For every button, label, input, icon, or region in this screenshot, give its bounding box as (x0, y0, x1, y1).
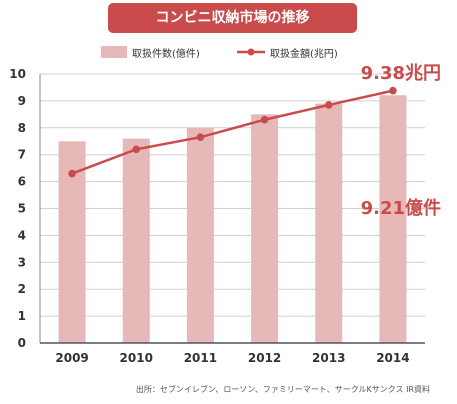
legend-bar-label: 取扱件数(億件) (132, 47, 200, 60)
bar (315, 103, 343, 343)
legend-line-marker (247, 48, 255, 56)
bar (122, 138, 150, 343)
y-tick-label: 0 (18, 336, 26, 350)
line-point (196, 133, 205, 142)
x-tick-label: 2009 (55, 351, 88, 365)
y-tick-label: 2 (18, 282, 26, 296)
y-tick-label: 8 (18, 121, 26, 135)
source-note: 出所：セブンイレブン、ローソン、ファミリーマート、サークルKサンクス IR資料 (136, 384, 430, 394)
y-tick-label: 3 (18, 255, 26, 269)
series-line (71, 89, 394, 175)
y-tick-label: 7 (18, 148, 26, 162)
line-point (389, 86, 397, 95)
legend-line-label: 取扱金額(兆円) (270, 47, 338, 60)
x-tick-label: 2011 (184, 351, 217, 365)
x-tick-label: 2012 (248, 351, 281, 365)
annotation-bar-value: 9.21億件 (361, 197, 441, 219)
x-tick-label: 2013 (312, 351, 345, 365)
line-point (324, 101, 333, 109)
y-tick-label: 9 (18, 94, 26, 108)
y-tick-label: 4 (18, 228, 26, 242)
x-tick-label: 2014 (376, 351, 409, 365)
line-point (260, 115, 269, 124)
line-point (68, 169, 76, 178)
y-tick-label: 1 (18, 309, 26, 323)
legend-bar-swatch (101, 46, 127, 58)
chart-title: コンビニ収納市場の推移 (108, 3, 357, 33)
x-tick-label: 2010 (120, 351, 153, 365)
y-tick-label: 6 (18, 175, 26, 189)
annotation-line-value: 9.38兆円 (361, 63, 441, 84)
bar (251, 114, 279, 343)
line-point (132, 145, 141, 154)
y-tick-label: 10 (9, 67, 26, 81)
y-tick-label: 5 (18, 202, 26, 216)
bar (186, 127, 214, 343)
bar (379, 95, 407, 343)
